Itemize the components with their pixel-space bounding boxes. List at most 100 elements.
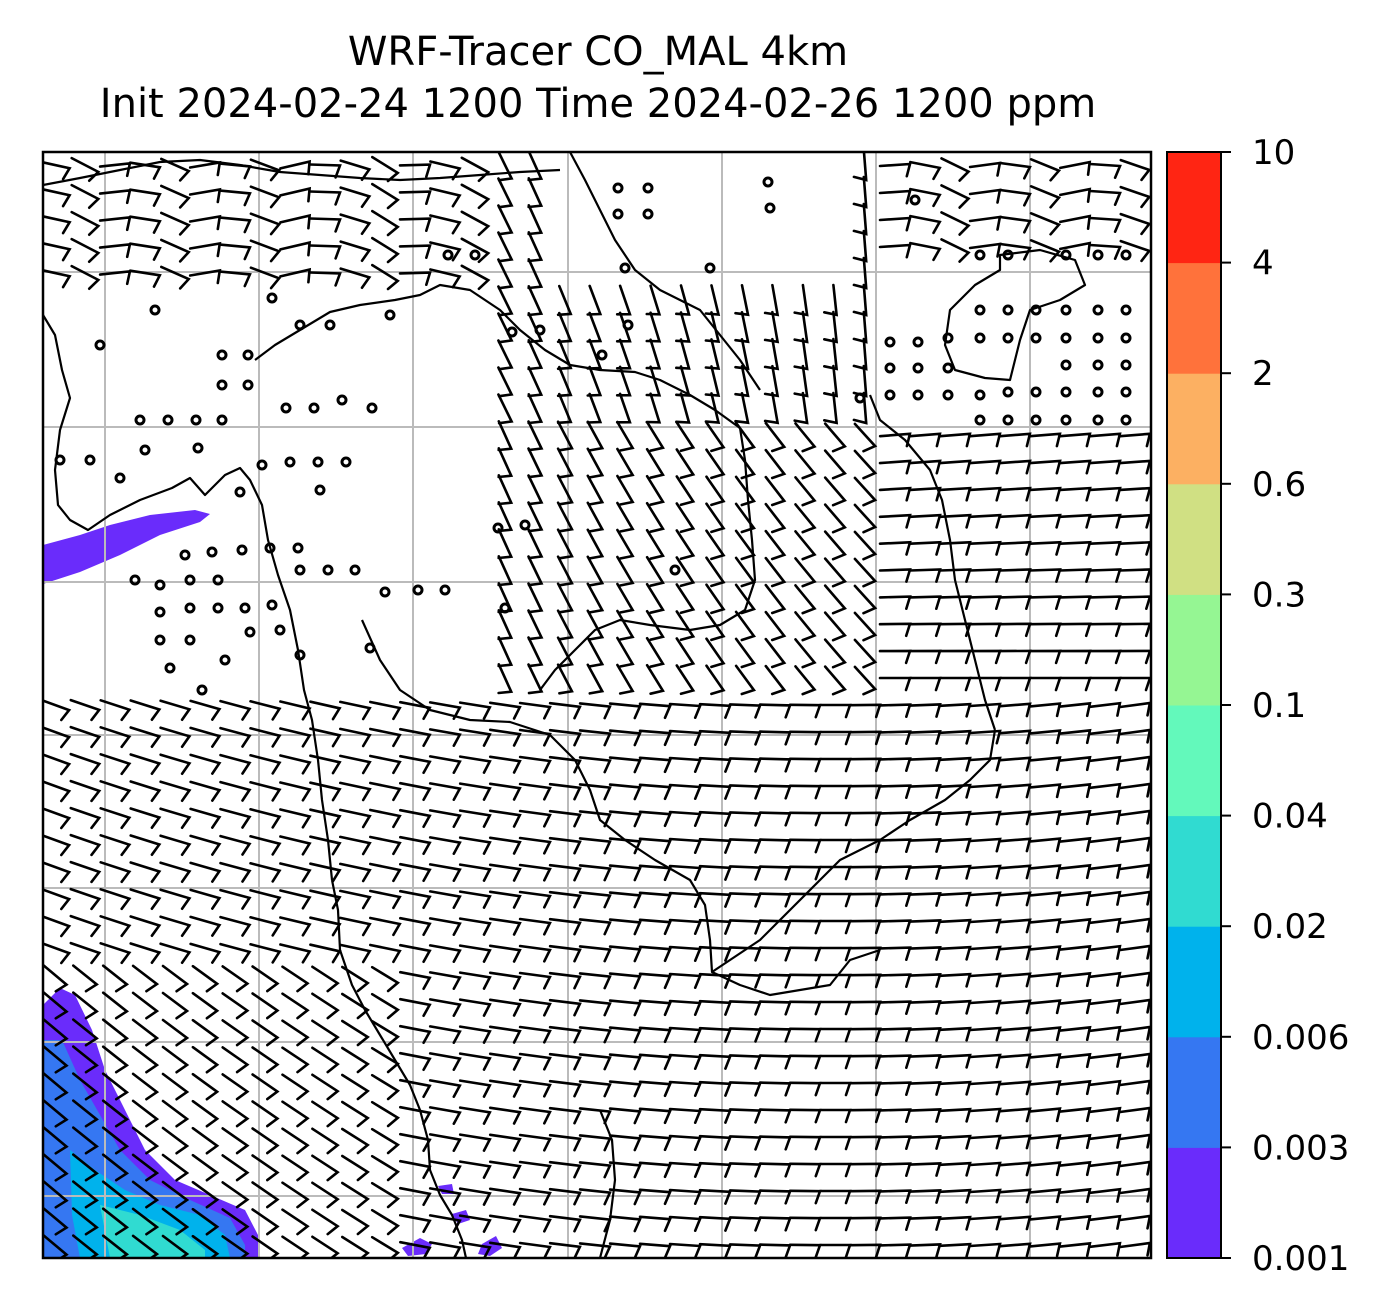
wind-barb — [908, 784, 942, 799]
wind-barb — [159, 753, 192, 775]
border-north — [254, 283, 741, 429]
wind-barb — [645, 582, 665, 614]
wind-barb — [131, 1072, 160, 1101]
wind-barb — [1059, 187, 1092, 203]
wind-barb — [527, 636, 544, 668]
wind-barb — [764, 583, 787, 615]
wind-barb — [638, 1053, 672, 1071]
wind-barb — [1028, 459, 1062, 475]
wind-barb — [1028, 1053, 1062, 1069]
wind-barb — [998, 1134, 1032, 1150]
wind-barb — [1028, 729, 1062, 745]
wind-barb — [938, 432, 972, 448]
wind-barb — [668, 1080, 702, 1097]
wind-barb — [645, 663, 665, 695]
wind-barb — [527, 177, 544, 209]
wind-barb — [675, 610, 696, 642]
wind-barb — [1058, 486, 1092, 502]
wind-barb — [1029, 212, 1062, 236]
wind-barb — [823, 364, 839, 398]
wind-barb — [219, 780, 252, 802]
wind-barb — [159, 834, 192, 856]
wind-barb — [341, 1208, 370, 1236]
wind-barb — [638, 756, 672, 774]
wind-barb — [129, 942, 162, 964]
wind-barb — [429, 214, 462, 235]
wind-barb — [219, 807, 252, 829]
wind-barb — [586, 365, 603, 397]
wind-barb — [341, 1181, 370, 1209]
wind-barb — [518, 1187, 552, 1206]
wind-barb — [191, 1126, 220, 1155]
wind-barb — [734, 664, 757, 696]
wind-barb — [189, 699, 222, 721]
wind-barb — [548, 971, 582, 990]
colorbar-label-8: 2 — [1252, 354, 1274, 394]
wind-barb — [219, 942, 252, 964]
wind-barb — [616, 501, 635, 533]
wind-barb — [1058, 1025, 1092, 1042]
wind-barb — [428, 755, 462, 774]
wind-barb — [704, 338, 721, 371]
wind-barb — [823, 584, 847, 615]
wind-barb — [341, 1127, 370, 1155]
wind-barb — [279, 240, 312, 257]
wind-barb — [281, 992, 310, 1020]
wind-barb — [1058, 1079, 1092, 1096]
wind-barb — [429, 241, 462, 262]
wind-barb — [852, 391, 868, 425]
wind-barb — [527, 204, 544, 236]
wind-barb — [369, 889, 402, 910]
wind-barb — [763, 364, 780, 398]
wind-barb — [488, 782, 522, 801]
colorbar-ticks: 0.001 0.003 0.006 0.02 0.04 0.1 0.3 0.6 2 4 10 — [1221, 133, 1349, 1279]
wind-barb — [1028, 864, 1062, 880]
wind-barb — [608, 1242, 642, 1258]
wind-barb — [764, 556, 787, 588]
colorbar-label-3: 0.02 — [1252, 907, 1328, 947]
wind-barb — [548, 1160, 582, 1179]
wind-barb — [527, 420, 544, 452]
wind-barb — [311, 1100, 340, 1128]
wind-barb — [128, 242, 162, 261]
wind-barb — [698, 1080, 732, 1097]
wind-barb — [369, 808, 402, 829]
wind-barb — [279, 916, 312, 937]
wind-barb — [1058, 432, 1092, 448]
wind-barb — [101, 991, 130, 1020]
wind-barb — [72, 1153, 99, 1182]
wind-barb — [668, 864, 702, 881]
wind-barb — [1028, 972, 1062, 988]
colorbar-band-1 — [1167, 1036, 1221, 1148]
wind-barb — [1088, 971, 1122, 987]
wind-barb — [608, 1053, 642, 1071]
wind-barb — [428, 1052, 462, 1071]
wind-barb — [608, 864, 642, 882]
wind-barb — [131, 1045, 160, 1074]
wind-barb — [853, 422, 878, 453]
wind-barb — [668, 1026, 702, 1043]
wind-barb — [968, 486, 1002, 502]
wind-barb — [878, 432, 912, 448]
wind-barb — [131, 1018, 160, 1047]
wind-barb — [311, 1208, 340, 1236]
wind-barb — [399, 916, 432, 937]
wind-barb — [1058, 890, 1092, 907]
wind-barb — [578, 756, 612, 774]
wind-barb — [878, 162, 912, 178]
wind-barb — [794, 422, 817, 453]
wind-barb — [428, 809, 462, 828]
wind-barb — [279, 186, 312, 203]
wind-barb — [852, 337, 868, 371]
wind-barb — [309, 943, 342, 964]
wind-barb — [311, 1046, 340, 1074]
wind-barb — [161, 1126, 190, 1155]
wind-barb — [527, 582, 544, 614]
wind-barb — [518, 728, 552, 747]
wind-barb — [938, 1161, 972, 1177]
tracer-area-north-west — [43, 510, 210, 584]
wind-barb — [668, 729, 702, 746]
wind-barb — [548, 944, 582, 963]
wind-barb — [556, 528, 574, 560]
